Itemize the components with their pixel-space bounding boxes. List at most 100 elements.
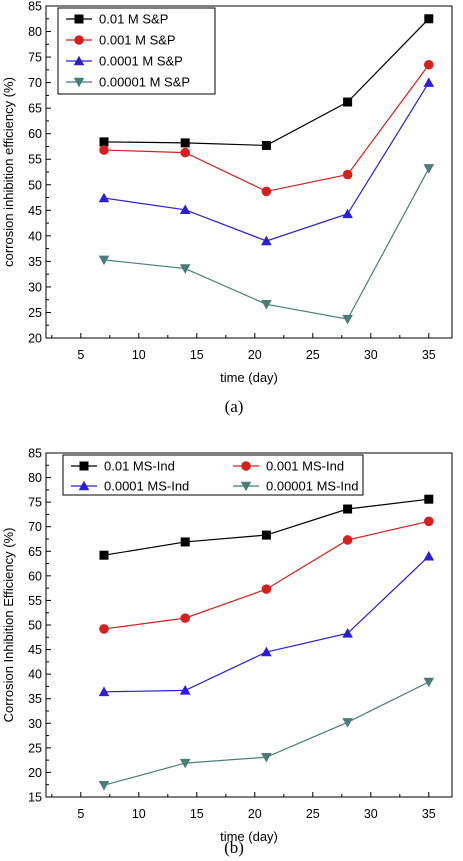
y-axis-title: corrosion inhibition efficiency (%): [1, 77, 16, 267]
y-tick-label: 85: [28, 447, 42, 461]
data-point: [342, 628, 353, 638]
data-point: [98, 255, 110, 266]
data-point: [99, 550, 109, 560]
data-point: [423, 164, 435, 174]
x-tick-label: 30: [364, 348, 378, 362]
legend-label: 0.00001 M S&P: [99, 75, 190, 90]
y-tick-label: 35: [28, 692, 42, 706]
y-tick-label: 30: [28, 280, 42, 294]
y-tick-label: 45: [28, 643, 42, 657]
data-point: [261, 646, 272, 657]
data-point: [342, 314, 353, 325]
series-line: [103, 498, 429, 556]
data-point: [179, 685, 191, 695]
series-line: [103, 82, 430, 242]
y-tick-label: 80: [28, 471, 42, 485]
data-point: [179, 758, 191, 769]
data-point: [342, 208, 353, 219]
x-tick-label: 25: [306, 348, 320, 362]
data-point: [98, 780, 110, 791]
plot-frame: [45, 452, 453, 798]
y-tick-label: 70: [28, 76, 42, 90]
data-point: [99, 145, 109, 155]
legend-label: 0.00001 MS-Ind: [266, 479, 359, 494]
chart-panel-a: 20 25 30 35 40 45 50 55 60 65 70 75 80 85 5 10 15 20 25 30 3…: [1, 0, 453, 416]
y-tick-label: 65: [28, 545, 42, 559]
data-point: [99, 624, 109, 634]
data-point: [179, 204, 191, 215]
data-point: [424, 59, 434, 70]
data-point: [261, 140, 271, 150]
x-tick-label: 20: [248, 807, 262, 821]
legend-label: 0.001 MS-Ind: [266, 459, 344, 474]
x-tick-label: 30: [364, 807, 378, 821]
figure-caption: (a): [225, 397, 244, 416]
data-point: [180, 147, 190, 158]
legend-label: 0.01 MS-Ind: [104, 459, 175, 474]
data-point: [423, 677, 435, 688]
y-tick-label: 45: [28, 204, 42, 218]
x-tick-label: 5: [77, 348, 84, 362]
data-point: [261, 752, 272, 763]
y-tick-label: 40: [28, 668, 42, 682]
data-point: [423, 77, 435, 87]
data-point: [180, 613, 190, 623]
legend-marker: [73, 77, 85, 88]
x-tick-label: 10: [132, 348, 146, 362]
x-tick-label: 15: [190, 348, 204, 362]
data-point: [342, 169, 353, 180]
legend-box: [57, 7, 216, 95]
y-tick-label: 55: [28, 153, 42, 167]
y-tick-label: 40: [28, 229, 42, 243]
x-tick-label: 15: [190, 807, 204, 821]
data-point: [343, 97, 353, 107]
y-tick-label: 50: [28, 619, 42, 633]
data-point: [423, 550, 435, 561]
series-line: [103, 555, 430, 693]
legend-label: 0.001 M S&P: [99, 33, 176, 48]
y-tick-label: 60: [28, 127, 42, 141]
data-point: [424, 14, 434, 24]
legend-marker: [241, 461, 251, 471]
y-tick-label: 25: [28, 741, 42, 755]
data-point: [261, 530, 271, 540]
data-point: [179, 264, 191, 274]
legend-marker: [79, 461, 89, 471]
y-tick-label: 15: [28, 791, 42, 805]
data-point: [99, 137, 109, 147]
y-tick-label: 85: [28, 0, 42, 14]
y-tick-label: 75: [28, 51, 42, 65]
data-point: [343, 504, 353, 514]
legend-marker: [74, 35, 84, 45]
data-point: [342, 718, 353, 728]
legend-label: 0.01 M S&P: [99, 12, 168, 27]
data-point: [98, 192, 110, 203]
data-point: [98, 686, 110, 697]
x-tick-label: 5: [77, 807, 84, 821]
series-line: [103, 681, 430, 786]
y-tick-label: 35: [28, 255, 42, 269]
x-tick-label: 20: [248, 348, 262, 362]
data-point: [424, 494, 434, 504]
y-tick-label: 20: [28, 766, 42, 780]
x-axis-title: time (day): [220, 829, 278, 844]
data-point: [180, 138, 190, 148]
x-tick-label: 35: [422, 348, 436, 362]
x-tick-label: 25: [306, 807, 320, 821]
y-axis-title: Corrosion Inhibition Efficiency (%): [1, 528, 16, 723]
legend-label: 0.0001 MS-Ind: [104, 479, 189, 494]
y-tick-label: 75: [28, 496, 42, 510]
data-point: [261, 235, 272, 246]
y-tick-label: 20: [28, 332, 42, 346]
x-axis-title: time (day): [220, 370, 278, 385]
y-tick-label: 60: [28, 569, 42, 583]
legend-marker: [78, 480, 90, 491]
x-tick-label: 10: [132, 807, 146, 821]
data-point: [261, 186, 272, 197]
data-point: [424, 516, 434, 527]
y-tick-label: 50: [28, 178, 42, 192]
y-tick-label: 70: [28, 520, 42, 534]
data-point: [180, 537, 190, 547]
data-point: [342, 535, 353, 545]
y-tick-label: 80: [28, 25, 42, 39]
